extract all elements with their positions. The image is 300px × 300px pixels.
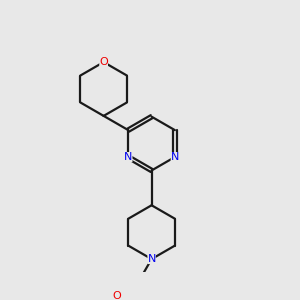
Text: O: O	[112, 291, 121, 300]
Text: N: N	[147, 254, 156, 264]
Text: O: O	[99, 57, 108, 67]
Text: N: N	[124, 152, 133, 162]
Text: N: N	[171, 152, 179, 162]
